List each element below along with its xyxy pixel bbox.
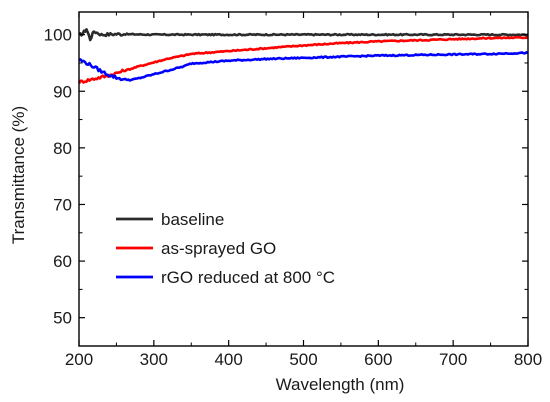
legend-label-1: as-sprayed GO — [161, 239, 276, 258]
y-tick-label: 50 — [53, 309, 72, 328]
y-tick-label: 60 — [53, 252, 72, 271]
x-tick-label: 800 — [514, 350, 542, 369]
legend-label-2: rGO reduced at 800 °C — [161, 268, 335, 287]
y-tick-label: 80 — [53, 139, 72, 158]
series-line-0 — [78, 28, 529, 42]
x-tick-label: 500 — [289, 350, 317, 369]
series-line-2 — [78, 51, 529, 82]
y-tick-label: 90 — [53, 82, 72, 101]
y-axis-title: Transmittance (%) — [9, 106, 28, 244]
axes-layer: 200 300 400 500 600 700 800 50 60 70 80 90 100 — [44, 11, 542, 369]
x-tick-label: 300 — [140, 350, 168, 369]
y-tick-label: 70 — [53, 195, 72, 214]
x-axis-title: Wavelength (nm) — [276, 375, 405, 394]
plot-frame — [78, 11, 529, 347]
series-layer — [77, 28, 529, 85]
x-tick-label: 400 — [214, 350, 242, 369]
x-tick-label: 200 — [65, 350, 93, 369]
y-tick-label: 100 — [44, 26, 72, 45]
x-tick-label: 700 — [439, 350, 467, 369]
legend: baseline as-sprayed GO rGO reduced at 800 … — [116, 210, 335, 287]
x-tick-label: 600 — [364, 350, 392, 369]
legend-label-0: baseline — [161, 210, 224, 229]
series-line-1 — [77, 35, 529, 85]
